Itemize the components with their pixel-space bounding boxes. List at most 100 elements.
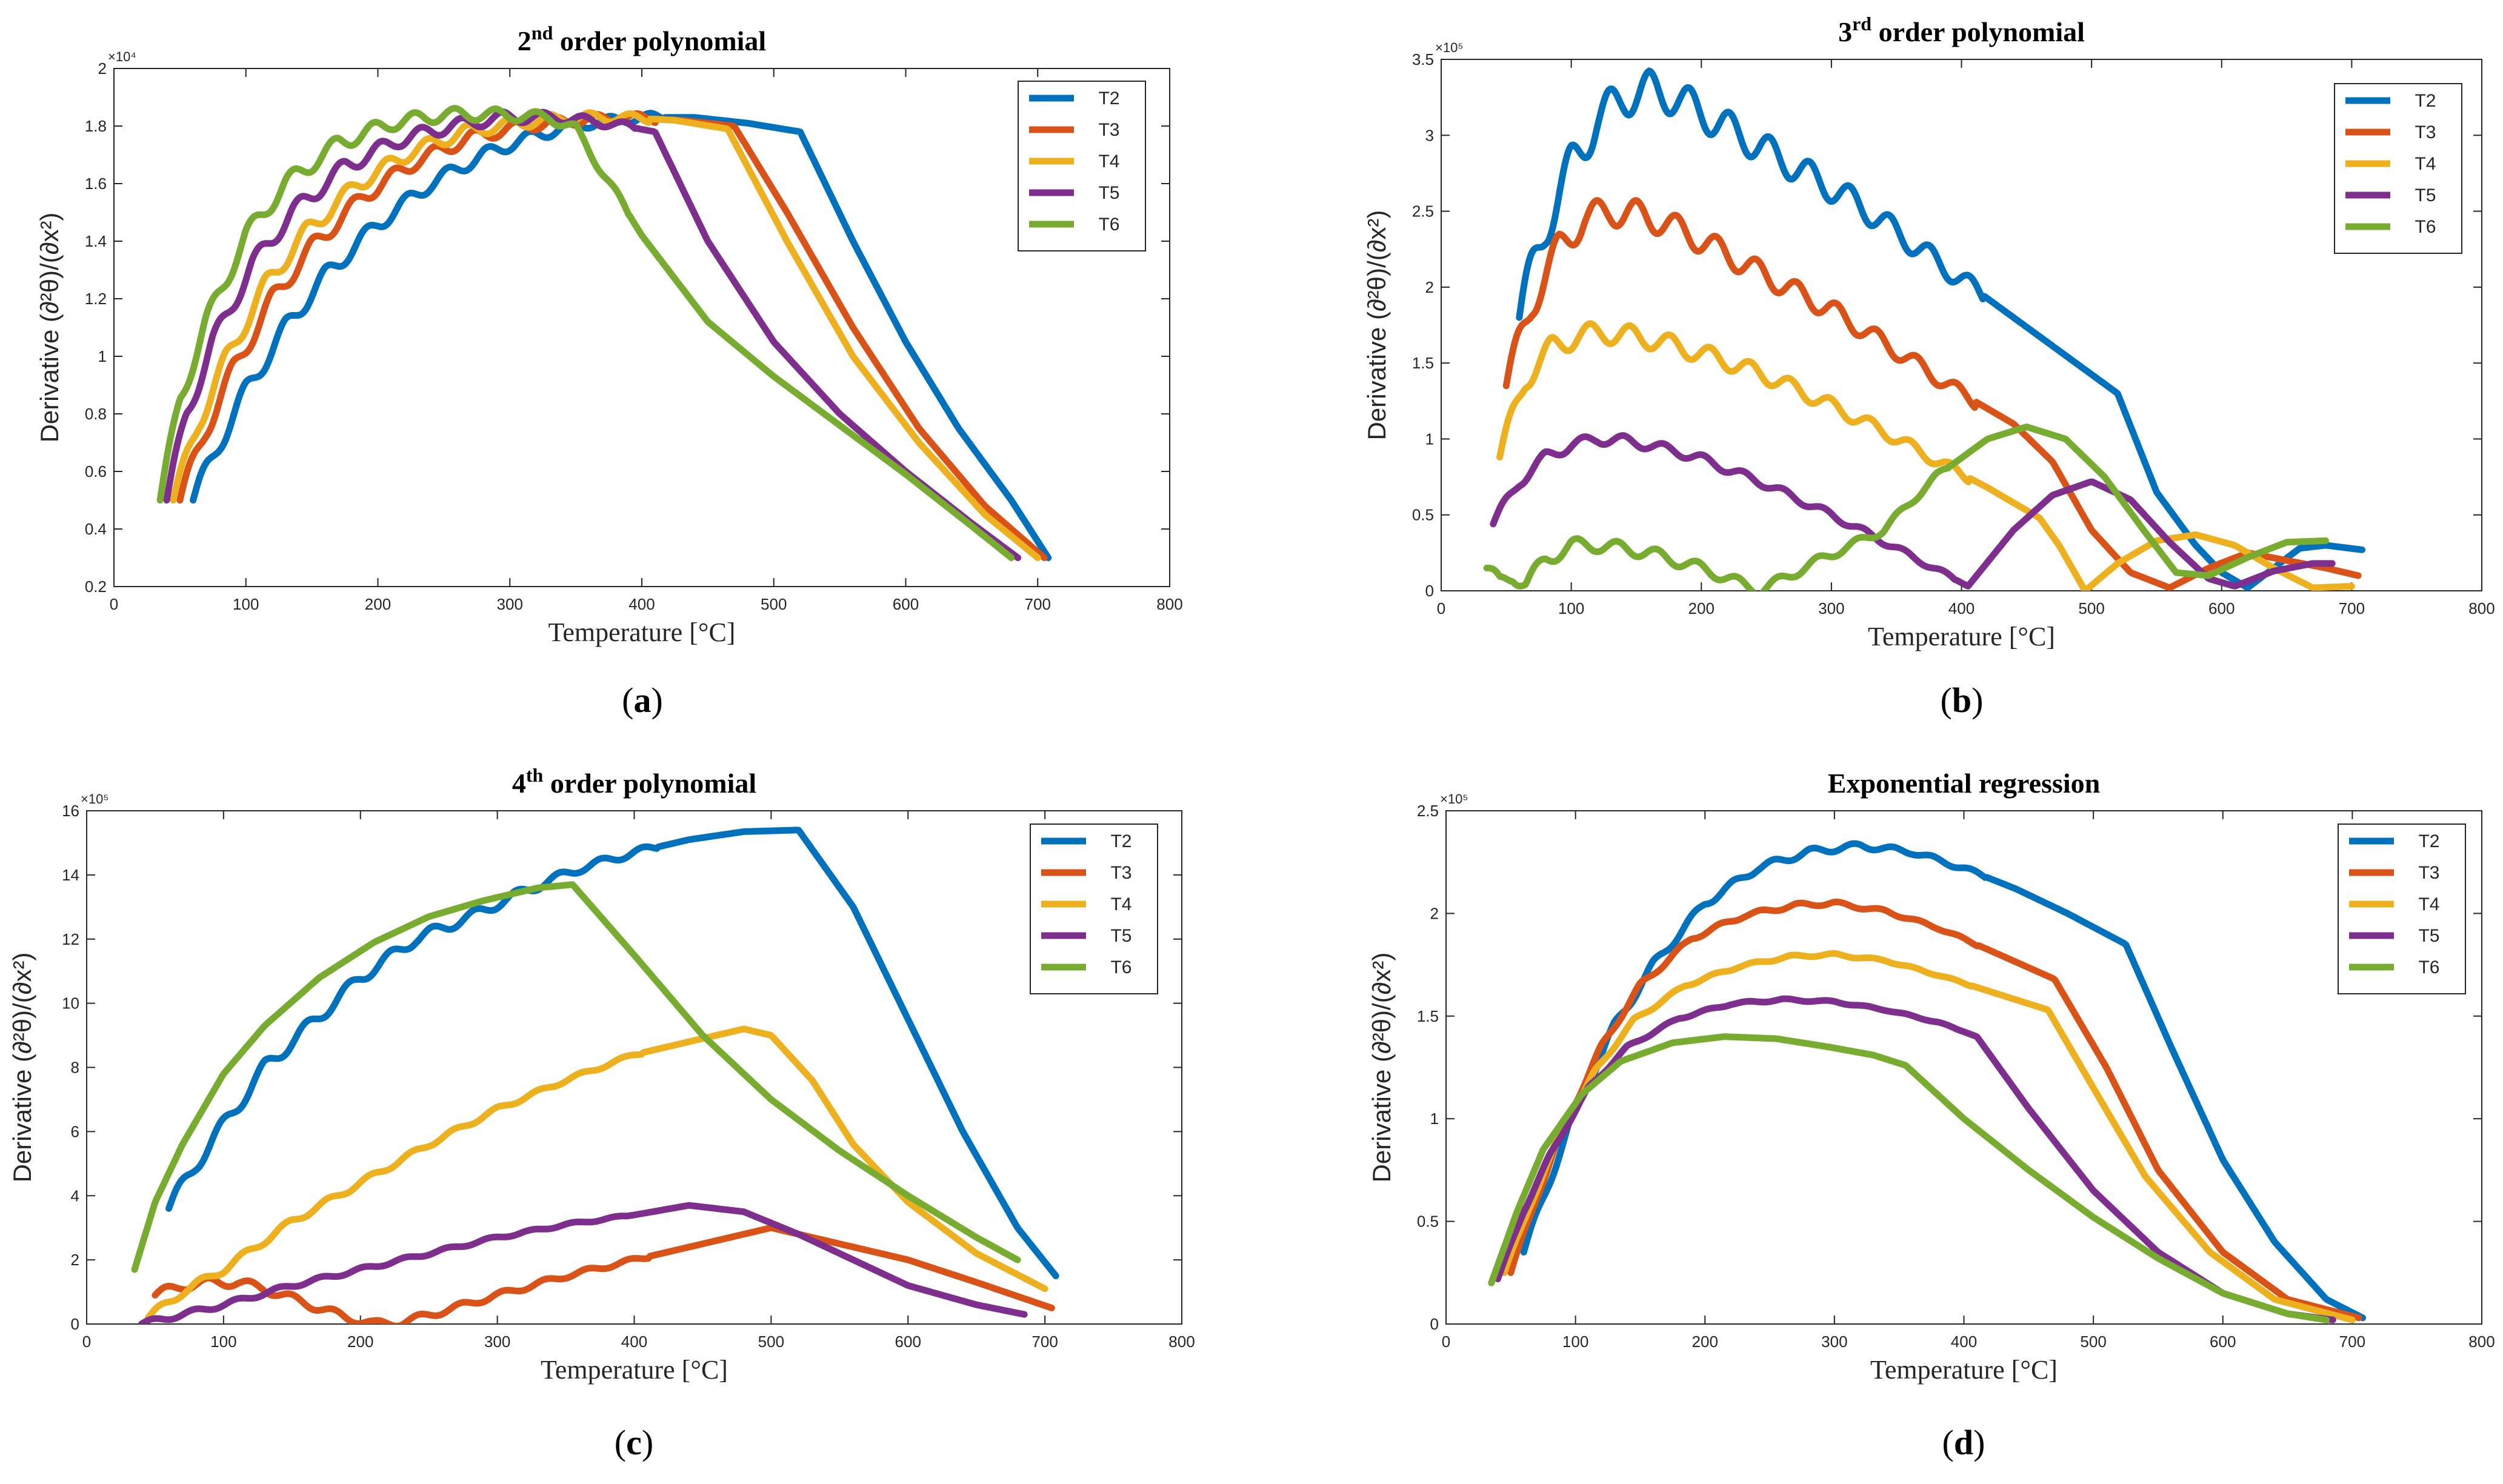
- y-axis-label: Derivative (∂²θ)/(∂x²): [35, 213, 64, 443]
- y-tick-label: 0.5: [1412, 506, 1434, 524]
- series-line-T4: [170, 109, 1041, 561]
- series-line-T4: [1496, 320, 2355, 591]
- y-tick-label: 2.5: [1417, 802, 1439, 820]
- y-tick-label: 16: [62, 802, 79, 820]
- x-tick-label: 500: [761, 595, 787, 613]
- x-tick-label: 700: [2339, 599, 2365, 617]
- chart-title: 2nd order polynomial: [518, 22, 766, 56]
- chart-title-rest: order polynomial: [543, 768, 756, 799]
- y-tick-label: 2.5: [1412, 202, 1434, 221]
- series-line-T2: [165, 827, 1059, 1280]
- x-tick-label: 100: [1558, 599, 1584, 617]
- x-tick-label: 700: [1032, 1333, 1058, 1351]
- y-tick-label: 0.6: [85, 462, 107, 481]
- y-tick-label: 0: [71, 1315, 79, 1333]
- legend-label-T6: T6: [1098, 215, 1119, 235]
- x-axis-label: Temperature [°C]: [541, 1355, 728, 1385]
- chart-title-superscript: rd: [1852, 13, 1871, 35]
- x-tick-label: 100: [1562, 1333, 1588, 1351]
- x-tick-label: 600: [893, 595, 919, 613]
- plot-area: [1441, 59, 2482, 591]
- y-tick-label: 4: [71, 1186, 79, 1205]
- series-line-T6: [1483, 424, 2329, 591]
- legend-label-T3: T3: [2418, 863, 2439, 883]
- legend-label-T5: T5: [1110, 926, 1132, 946]
- y-tick-label: 1.4: [85, 232, 107, 250]
- x-tick-label: 300: [1821, 1333, 1847, 1351]
- panel-label: (b): [1941, 680, 1984, 720]
- plot-area: [113, 68, 1170, 587]
- y-tick-label: 2: [98, 59, 107, 78]
- legend-label-T6: T6: [2418, 957, 2439, 977]
- x-tick-label: 700: [2339, 1333, 2365, 1351]
- panel-label-open: (: [1942, 1423, 1954, 1462]
- x-tick-label: 800: [2468, 599, 2495, 617]
- y-tick-label: 1.5: [1412, 354, 1434, 372]
- x-tick-label: 700: [1025, 595, 1051, 613]
- x-tick-label: 800: [2468, 1333, 2495, 1351]
- chart-title: 4th order polynomial: [512, 764, 756, 799]
- y-tick-label: 1: [1430, 1110, 1439, 1128]
- chart-title-base: 4: [512, 768, 526, 799]
- y-tick-label: 0.4: [85, 520, 107, 538]
- x-tick-label: 600: [895, 1333, 921, 1351]
- y-tick-label: 0.8: [85, 405, 107, 423]
- y-tick-label: 0: [1430, 1315, 1439, 1333]
- x-tick-label: 500: [758, 1333, 784, 1351]
- legend-label-T3: T3: [1098, 120, 1119, 140]
- chart-c: 0 100 200 300 400 500 600 700 800 0 2 4 6 8 10 12 14 16×1…: [8, 764, 1195, 1462]
- panel-label-letter: c: [626, 1423, 642, 1462]
- y-tick-label: 0.2: [85, 577, 107, 596]
- x-tick-label: 200: [1692, 1333, 1718, 1351]
- panel-label: (c): [615, 1423, 653, 1462]
- y-axis-label: Derivative (∂²θ)/(∂x²): [1362, 210, 1391, 441]
- legend-label-T3: T3: [1110, 863, 1132, 883]
- y-tick-label: 14: [62, 866, 79, 884]
- x-tick-label: 0: [1442, 1333, 1450, 1351]
- y-tick-label: 10: [62, 994, 79, 1013]
- x-axis-label: Temperature [°C]: [1868, 622, 2055, 651]
- y-tick-label: 12: [62, 930, 79, 948]
- panel-label: (a): [622, 680, 663, 720]
- chart-title-base: 3: [1838, 16, 1852, 47]
- chart-title-rest: order polynomial: [1871, 16, 2085, 47]
- plot-area: [1445, 810, 2482, 1325]
- legend-label-T5: T5: [2415, 185, 2436, 205]
- x-axis-label: Temperature [°C]: [548, 617, 736, 647]
- chart-title: 3rd order polynomial: [1838, 13, 2085, 47]
- legend-label-T4: T4: [1098, 151, 1119, 171]
- x-tick-label: 400: [628, 595, 655, 613]
- x-tick-label: 100: [233, 595, 259, 613]
- y-exponent-label: ×10⁴: [108, 49, 136, 64]
- y-axis-label: Derivative (∂²θ)/(∂x²): [8, 953, 36, 1183]
- series-line-T3: [1502, 197, 2362, 591]
- y-tick-label: 2: [1425, 278, 1434, 296]
- y-tick-label: 8: [71, 1059, 79, 1077]
- y-tick-label: 6: [71, 1122, 79, 1140]
- panel-label-open: (: [622, 680, 633, 720]
- y-exponent-label: ×10⁵: [1440, 791, 1468, 807]
- x-tick-label: 300: [1818, 599, 1844, 617]
- chart-title: Exponential regression: [1828, 768, 2100, 799]
- panel-label-open: (: [615, 1423, 626, 1462]
- series-line-T5: [163, 108, 1022, 561]
- series-line-T5: [138, 1202, 1028, 1324]
- panel-label-letter: d: [1954, 1423, 1973, 1462]
- x-tick-label: 200: [365, 595, 391, 613]
- series-line-T2: [1520, 840, 2366, 1322]
- series-line-T6: [131, 881, 1021, 1273]
- y-tick-label: 1.2: [85, 290, 107, 308]
- panel-label-letter: b: [1952, 680, 1971, 720]
- legend-label-T2: T2: [2418, 831, 2439, 851]
- panel-label-close: ): [1971, 680, 1983, 720]
- y-axis-label: Derivative (∂²θ)/(∂x²): [1367, 953, 1396, 1183]
- panel-label-close: ): [1973, 1423, 1985, 1462]
- chart-d: 0 100 200 300 400 500 600 700 800 0 0.5 1 1.5 2 2.5×10…: [1367, 768, 2495, 1462]
- y-tick-label: 0.5: [1417, 1213, 1439, 1231]
- legend-label-T6: T6: [1110, 957, 1132, 977]
- legend-label-T6: T6: [2415, 217, 2436, 237]
- panel-label-close: ): [642, 1423, 653, 1462]
- legend-label-T2: T2: [2415, 91, 2436, 111]
- x-tick-label: 100: [210, 1333, 236, 1351]
